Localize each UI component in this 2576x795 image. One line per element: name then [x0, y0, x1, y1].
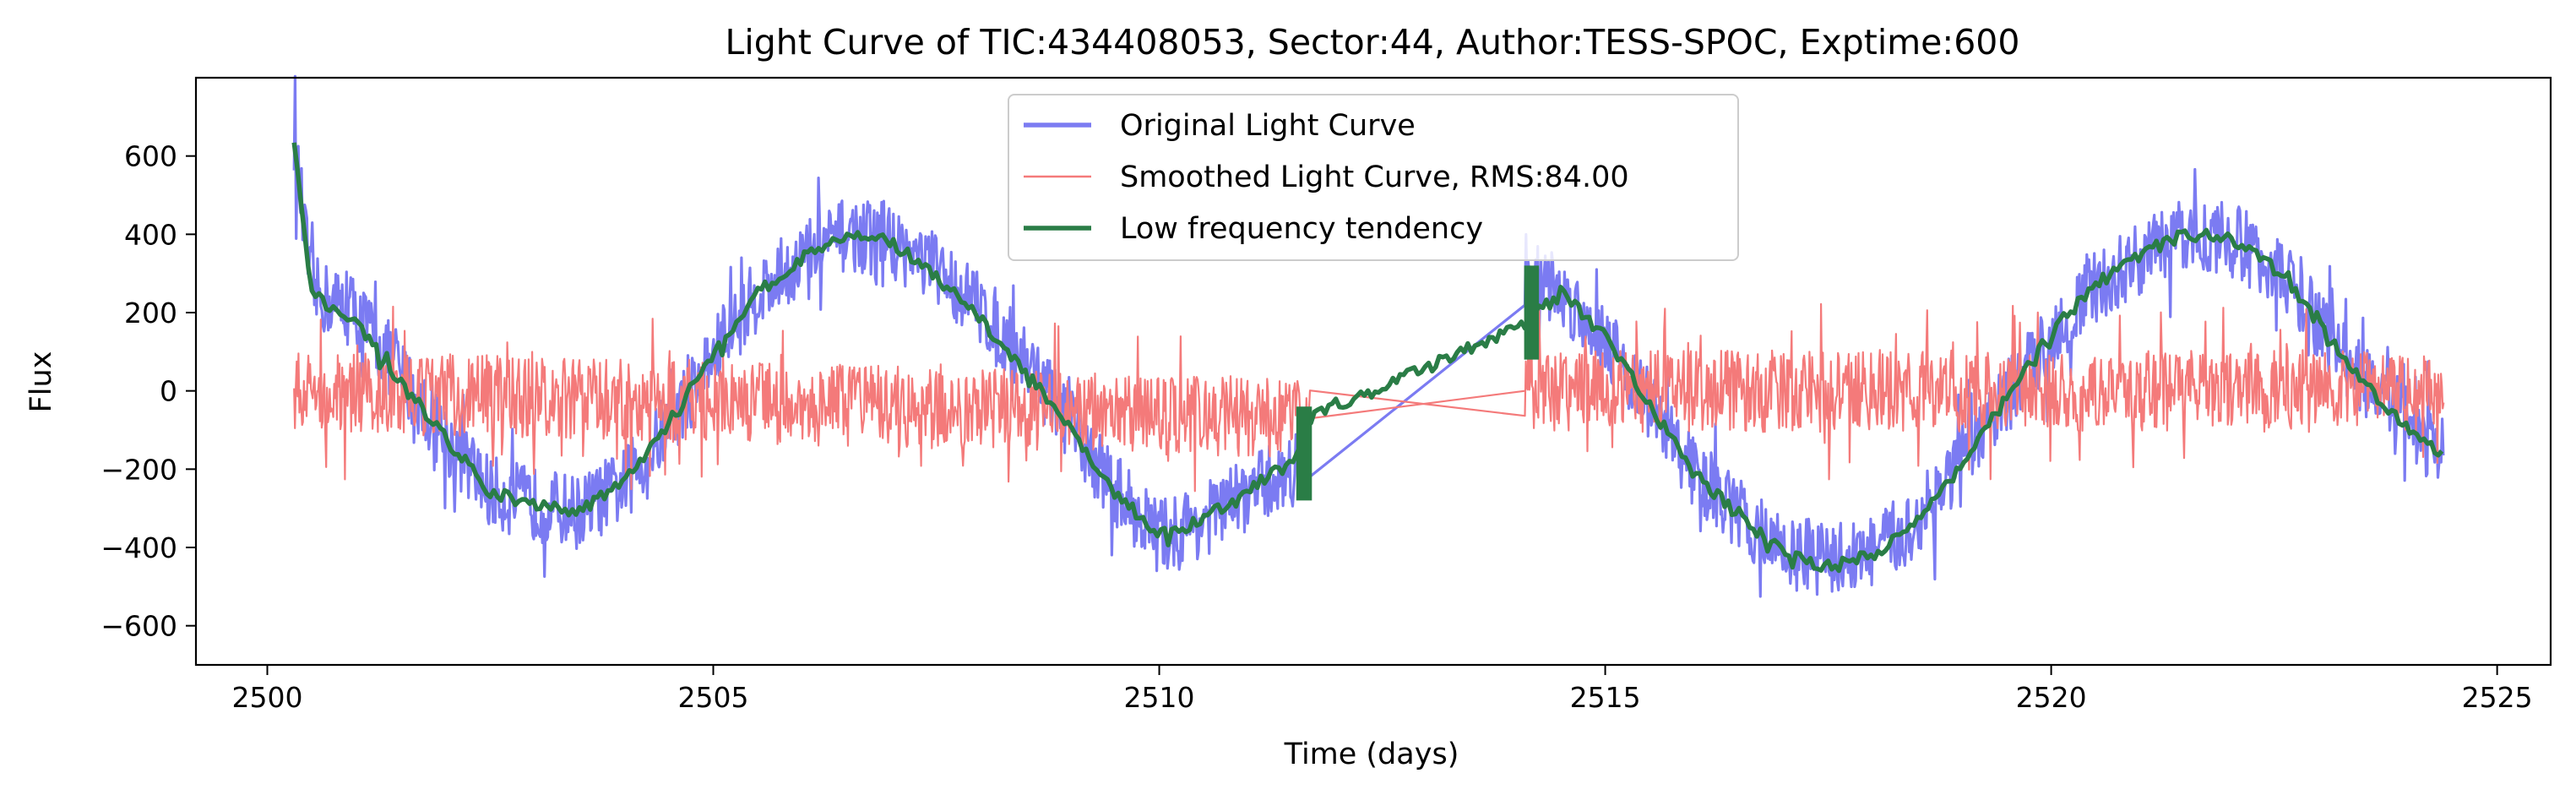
y-tick-label: 400 — [124, 218, 177, 251]
x-tick-label: 2520 — [2016, 681, 2087, 714]
y-axis-label: Flux — [24, 351, 58, 413]
legend-box — [1008, 94, 1739, 261]
y-tick-label: 600 — [124, 140, 177, 173]
x-tick-label: 2525 — [2462, 681, 2533, 714]
series-low-frequency-gap-jitter — [1296, 406, 1312, 501]
y-tick-label: 0 — [160, 375, 177, 408]
y-tick-label: 200 — [124, 297, 177, 329]
legend-label: Low frequency tendency — [1120, 212, 1483, 246]
legend-label: Smoothed Light Curve, RMS:84.00 — [1120, 161, 1629, 194]
x-tick-label: 2510 — [1124, 681, 1195, 714]
plot-frame — [194, 76, 2552, 667]
chart-title: Light Curve of TIC:434408053, Sector:44,… — [726, 22, 2020, 63]
legend-label: Original Light Curve — [1120, 109, 1416, 143]
x-tick-label: 2515 — [1570, 681, 1641, 714]
axis-ticks: 2500 2505 2510 2515 2520 2525 −600 −400 −200 0 200… — [101, 140, 2532, 714]
x-tick-label: 2505 — [678, 681, 749, 714]
y-tick-label: −200 — [101, 453, 177, 486]
y-tick-label: −600 — [101, 610, 177, 643]
series-low-frequency-tendency — [291, 142, 2444, 574]
series-low-frequency-gap-jitter — [1524, 265, 1540, 360]
series-smoothed-light-curve — [293, 302, 2445, 493]
x-tick-label: 2500 — [231, 681, 302, 714]
y-tick-label: −400 — [101, 531, 177, 564]
x-axis-label: Time (days) — [1284, 738, 1459, 771]
legend: Original Light Curve Smoothed Light Curve… — [1008, 94, 1739, 261]
series-smoothed-gap-connector — [1310, 389, 1525, 420]
plot-area — [194, 74, 2552, 667]
